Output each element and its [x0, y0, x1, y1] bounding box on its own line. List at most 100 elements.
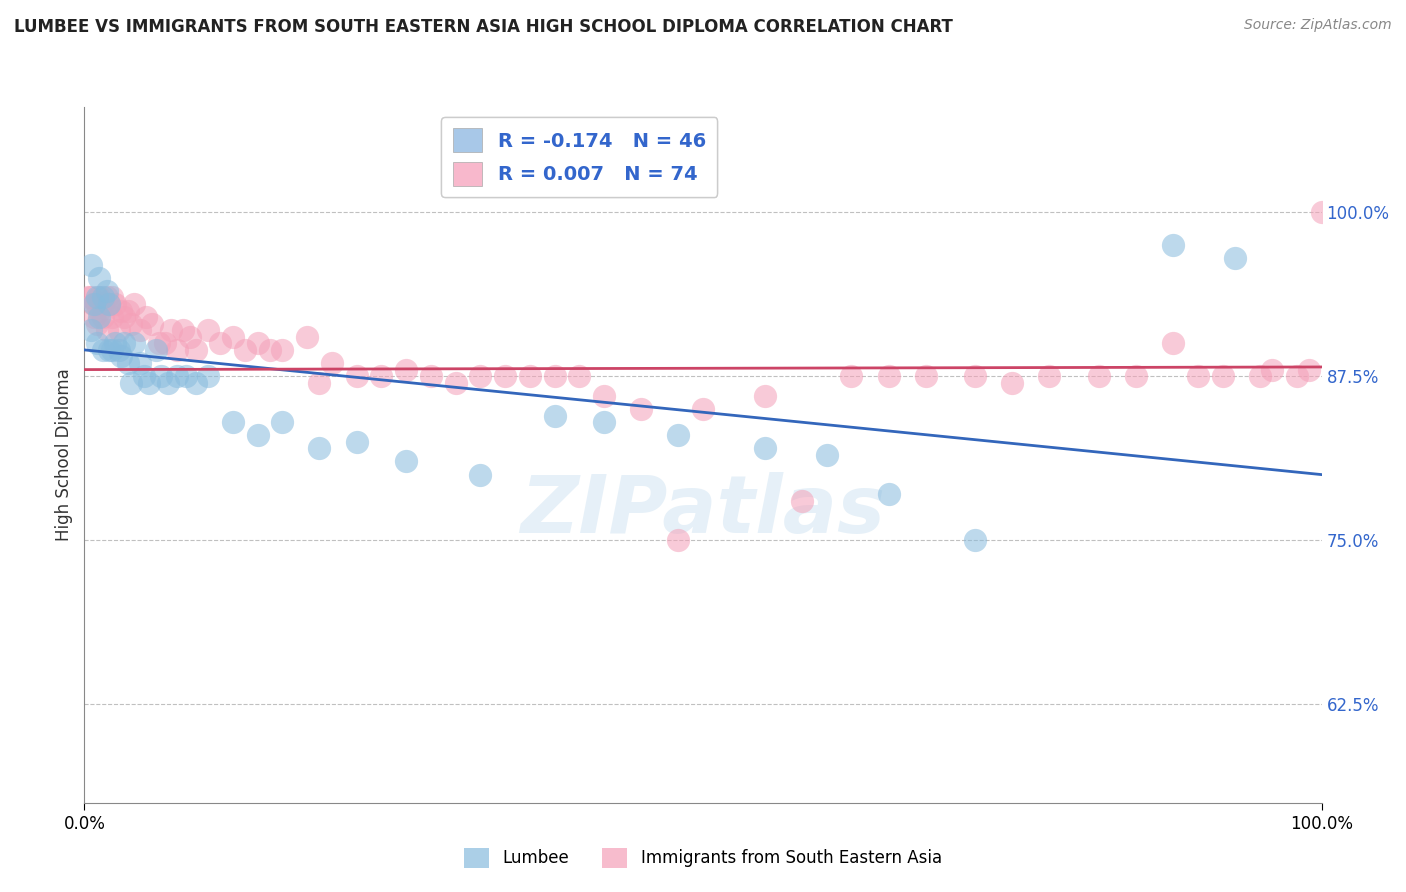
Point [166, 343, 188, 357]
Point [83, 310, 105, 324]
Point [141, 317, 163, 331]
Point [184, 376, 207, 390]
Point [148, 336, 170, 351]
Point [100, 343, 122, 357]
Point [308, 442, 330, 456]
Point [1125, 369, 1147, 384]
Point [122, 297, 145, 311]
Point [593, 389, 616, 403]
Point [89, 310, 111, 324]
Point [395, 362, 418, 376]
Point [271, 343, 294, 357]
Point [91, 310, 114, 324]
Point [77, 290, 100, 304]
Point [692, 401, 714, 416]
Point [100, 310, 122, 324]
Point [790, 494, 813, 508]
Point [83, 297, 105, 311]
Point [543, 409, 565, 423]
Point [96, 323, 118, 337]
Point [259, 343, 281, 357]
Point [117, 356, 139, 370]
Point [1161, 238, 1184, 252]
Text: LUMBEE VS IMMIGRANTS FROM SOUTH EASTERN ASIA HIGH SCHOOL DIPLOMA CORRELATION CHA: LUMBEE VS IMMIGRANTS FROM SOUTH EASTERN … [14, 18, 953, 36]
Point [86, 297, 108, 311]
Point [568, 369, 591, 384]
Point [233, 343, 256, 357]
Point [135, 310, 157, 324]
Legend: R = -0.174   N = 46, R = 0.007   N = 74: R = -0.174 N = 46, R = 0.007 N = 74 [441, 117, 717, 197]
Point [877, 487, 900, 501]
Point [494, 369, 516, 384]
Point [120, 376, 142, 390]
Point [138, 376, 160, 390]
Point [89, 303, 111, 318]
Point [470, 467, 492, 482]
Point [246, 428, 269, 442]
Point [89, 270, 111, 285]
Y-axis label: High School Diploma: High School Diploma [55, 368, 73, 541]
Point [157, 376, 180, 390]
Legend: Lumbee, Immigrants from South Eastern Asia: Lumbee, Immigrants from South Eastern As… [457, 841, 949, 875]
Point [197, 323, 219, 337]
Point [153, 336, 176, 351]
Point [271, 415, 294, 429]
Point [79, 290, 101, 304]
Point [1223, 251, 1246, 265]
Point [129, 356, 152, 370]
Point [122, 336, 145, 351]
Point [91, 290, 114, 304]
Point [108, 343, 131, 357]
Point [172, 323, 194, 337]
Point [166, 369, 188, 384]
Point [104, 297, 127, 311]
Point [370, 369, 392, 384]
Point [1249, 369, 1271, 384]
Point [1261, 362, 1284, 376]
Point [104, 336, 127, 351]
Point [666, 533, 689, 548]
Point [86, 317, 108, 331]
Point [179, 330, 201, 344]
Point [1212, 369, 1234, 384]
Point [543, 369, 565, 384]
Point [174, 369, 197, 384]
Point [295, 330, 318, 344]
Point [79, 323, 101, 337]
Point [419, 369, 441, 384]
Point [1161, 336, 1184, 351]
Point [91, 343, 114, 357]
Point [593, 415, 616, 429]
Point [815, 448, 838, 462]
Point [79, 258, 101, 272]
Point [160, 323, 183, 337]
Point [96, 284, 118, 298]
Point [110, 303, 132, 318]
Point [112, 336, 135, 351]
Text: Source: ZipAtlas.com: Source: ZipAtlas.com [1244, 18, 1392, 32]
Point [444, 376, 467, 390]
Point [150, 369, 173, 384]
Point [1001, 376, 1024, 390]
Point [98, 343, 121, 357]
Point [246, 336, 269, 351]
Point [110, 350, 132, 364]
Point [1187, 369, 1209, 384]
Point [1285, 369, 1308, 384]
Point [96, 290, 118, 304]
Point [100, 290, 122, 304]
Point [98, 297, 121, 311]
Point [470, 369, 492, 384]
Point [184, 343, 207, 357]
Point [321, 356, 343, 370]
Point [86, 290, 108, 304]
Point [914, 369, 936, 384]
Point [877, 369, 900, 384]
Point [754, 389, 776, 403]
Point [630, 401, 652, 416]
Point [209, 336, 232, 351]
Point [754, 442, 776, 456]
Point [1088, 369, 1111, 384]
Point [965, 369, 987, 384]
Point [308, 376, 330, 390]
